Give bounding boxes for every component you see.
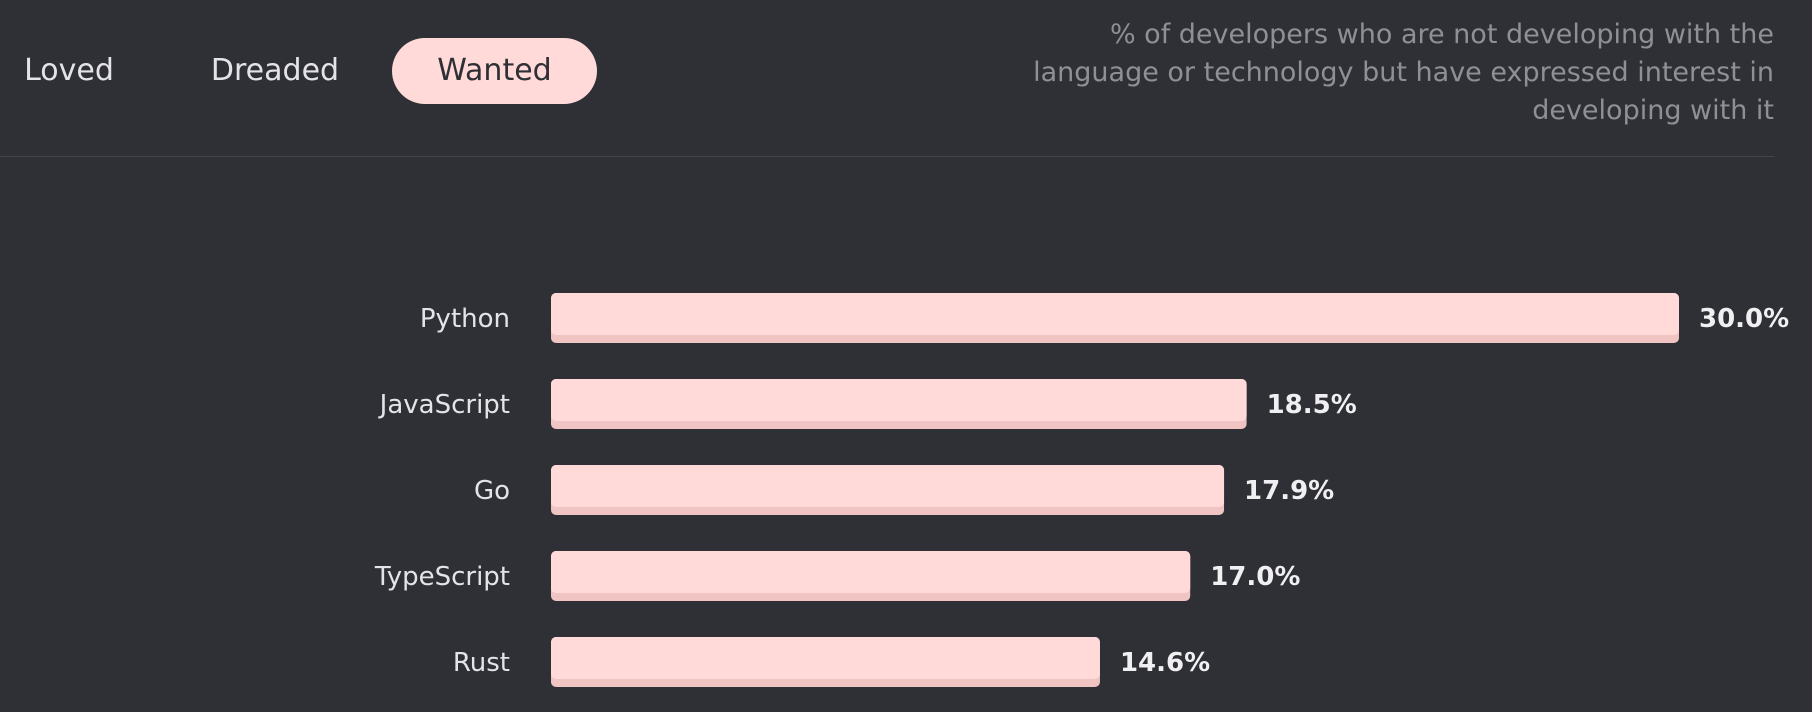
category-label-go: Go [474, 476, 510, 506]
bar-go[interactable] [551, 465, 1225, 507]
bar-javascript[interactable] [551, 379, 1247, 421]
value-label-rust: 14.6% [1120, 648, 1210, 678]
category-label-rust: Rust [453, 648, 510, 678]
tab-wanted[interactable]: Wanted [392, 38, 597, 104]
bar-python[interactable] [551, 293, 1679, 335]
chart-description: % of developers who are not developing w… [1033, 19, 1774, 126]
bar-typescript[interactable] [551, 551, 1191, 593]
bar-rust[interactable] [551, 637, 1100, 679]
value-label-javascript: 18.5% [1267, 390, 1357, 420]
divider [0, 156, 1774, 157]
category-label-typescript: TypeScript [374, 562, 510, 592]
value-label-go: 17.9% [1244, 476, 1334, 506]
category-label-javascript: JavaScript [378, 390, 510, 420]
tab-dreaded[interactable]: Dreaded [210, 53, 340, 88]
category-label-python: Python [420, 304, 510, 334]
value-label-typescript: 17.0% [1210, 562, 1300, 592]
tab-loved[interactable]: Loved [24, 53, 114, 88]
value-label-python: 30.0% [1699, 304, 1789, 334]
